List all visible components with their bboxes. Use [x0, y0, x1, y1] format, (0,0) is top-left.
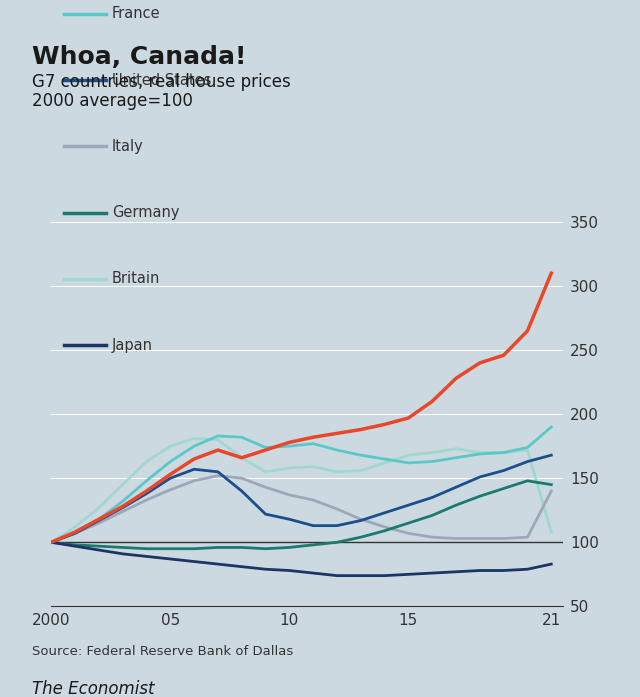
Text: Whoa, Canada!: Whoa, Canada!	[32, 45, 246, 69]
Text: Britain: Britain	[112, 271, 161, 286]
Text: Canada: Canada	[0, 696, 1, 697]
Text: United States: United States	[112, 72, 211, 88]
Text: 2000 average=100: 2000 average=100	[32, 92, 193, 110]
Text: The Economist: The Economist	[32, 680, 154, 697]
Text: Italy: Italy	[112, 139, 144, 154]
Text: Source: Federal Reserve Bank of Dallas: Source: Federal Reserve Bank of Dallas	[32, 645, 293, 658]
Text: France: France	[112, 6, 161, 22]
Text: Germany: Germany	[112, 205, 179, 220]
Text: Japan: Japan	[112, 337, 153, 353]
Text: G7 countries, real house prices: G7 countries, real house prices	[32, 73, 291, 91]
